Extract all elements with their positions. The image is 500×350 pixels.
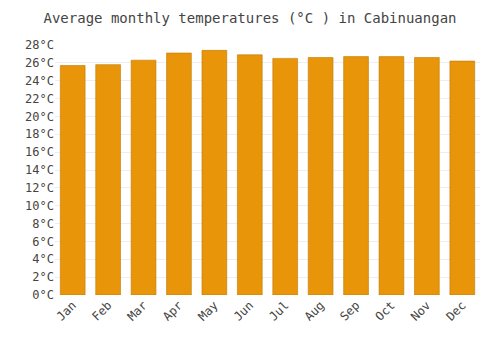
svg-text:28°C: 28°C: [25, 38, 54, 52]
svg-text:Apr: Apr: [160, 298, 185, 323]
svg-text:Dec: Dec: [443, 298, 468, 323]
svg-text:Mar: Mar: [125, 298, 150, 323]
svg-text:22°C: 22°C: [25, 92, 54, 106]
svg-text:26°C: 26°C: [25, 56, 54, 70]
svg-text:20°C: 20°C: [25, 110, 54, 124]
svg-text:Jun: Jun: [231, 298, 256, 323]
svg-text:Nov: Nov: [408, 298, 433, 323]
svg-text:2°C: 2°C: [32, 270, 54, 284]
svg-text:Jul: Jul: [266, 298, 291, 323]
svg-text:Oct: Oct: [373, 298, 398, 323]
svg-text:24°C: 24°C: [25, 74, 54, 88]
svg-text:May: May: [196, 298, 221, 323]
svg-text:Sep: Sep: [337, 298, 362, 323]
svg-text:Average monthly temperatures (: Average monthly temperatures (°C ) in Ca…: [43, 10, 456, 26]
svg-text:4°C: 4°C: [32, 252, 54, 266]
svg-text:14°C: 14°C: [25, 163, 54, 177]
svg-text:0°C: 0°C: [32, 288, 54, 302]
svg-text:18°C: 18°C: [25, 127, 54, 141]
svg-text:10°C: 10°C: [25, 199, 54, 213]
svg-text:Feb: Feb: [89, 298, 114, 323]
svg-text:6°C: 6°C: [32, 235, 54, 249]
svg-text:Aug: Aug: [302, 298, 327, 323]
svg-text:8°C: 8°C: [32, 217, 54, 231]
svg-text:Jan: Jan: [54, 298, 79, 323]
svg-text:16°C: 16°C: [25, 145, 54, 159]
svg-text:12°C: 12°C: [25, 181, 54, 195]
